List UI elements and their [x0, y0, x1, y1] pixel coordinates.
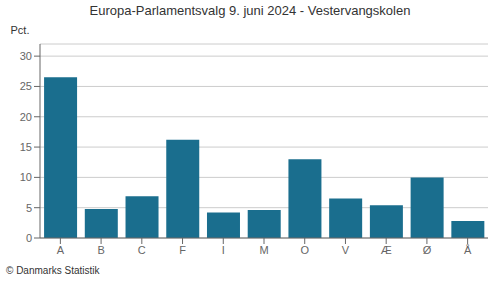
svg-text:30: 30 [20, 50, 32, 62]
svg-text:25: 25 [20, 80, 32, 92]
svg-text:M: M [259, 244, 268, 256]
html-text:© Danmarks Statistik: © Danmarks Statistik [6, 265, 100, 276]
svg-text:20: 20 [20, 111, 32, 123]
svg-text:15: 15 [20, 141, 32, 153]
svg-text:0: 0 [26, 232, 32, 244]
svg-text:C: C [138, 244, 146, 256]
svg-text:5: 5 [26, 202, 32, 214]
svg-text:Å: Å [464, 244, 472, 256]
svg-text:I: I [222, 244, 225, 256]
svg-text:F: F [179, 244, 186, 256]
svg-text:A: A [57, 244, 65, 256]
svg-text:Æ: Æ [381, 244, 392, 256]
html-text:Europa-Parlamentsvalg 9. juni: Europa-Parlamentsvalg 9. juni 2024 - Ves… [89, 3, 411, 18]
svg-text:B: B [97, 244, 104, 256]
svg-text:O: O [300, 244, 309, 256]
svg-text:V: V [342, 244, 350, 256]
svg-text:Ø: Ø [423, 244, 432, 256]
svg-text:Pct.: Pct. [11, 24, 30, 36]
svg-text:10: 10 [20, 171, 32, 183]
